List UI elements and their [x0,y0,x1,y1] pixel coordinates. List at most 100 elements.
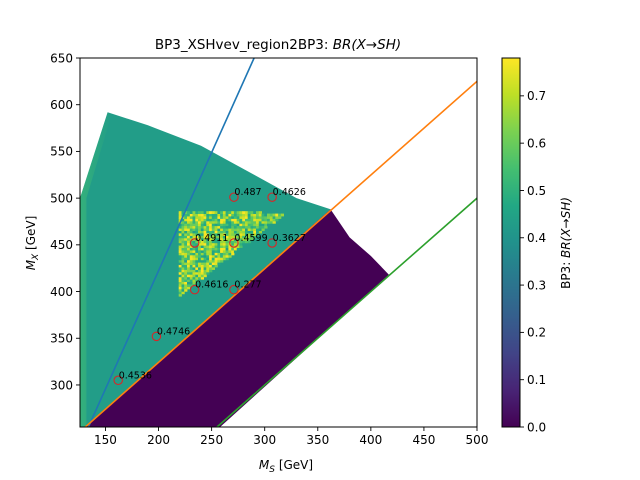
heatmap-cell [195,233,199,236]
heatmap-cell [206,254,210,258]
heatmap-cell [200,237,204,241]
heatmap-cell [217,237,221,241]
heatmap-cell [225,211,229,214]
heatmap-cell [181,286,185,290]
heatmap-cell [198,223,202,227]
heatmap-cell [225,233,229,236]
heatmap-cell [178,271,182,275]
heatmap-cell [192,225,196,229]
heatmap-cell [195,264,199,268]
heatmap-cell [178,259,182,263]
heatmap-cell [189,281,193,285]
heatmap-cell [198,274,202,278]
heatmap-cell [214,240,218,244]
point-label: 0.4911 [195,233,228,244]
heatmap-cell [178,216,182,219]
heatmap-cell [200,252,204,256]
heatmap-cell [178,254,182,258]
heatmap-cell [178,223,182,227]
heatmap-cell [198,254,202,258]
heatmap-cell [189,247,193,251]
heatmap-cell [272,213,276,217]
heatmap-cell [189,235,193,239]
heatmap-cell [253,211,257,214]
heatmap-cell [250,216,254,219]
heatmap-cell [256,223,260,227]
colorbar-label: BP3: BR(X→SH) [559,197,573,289]
heatmap-cell [253,216,257,219]
heatmap-cell [195,235,199,239]
heatmap-cell [242,225,246,229]
heatmap-cell [250,233,254,236]
heatmap-cell [233,228,238,231]
heatmap-cell [256,220,260,224]
heatmap-cell [220,228,224,231]
heatmap-cell [209,213,213,217]
heatmap-cell [206,223,210,227]
heatmap-cell [217,235,221,239]
heatmap-cell [239,242,243,246]
heatmap-cell [269,213,273,217]
heatmap-cell [228,213,232,217]
heatmap-cell [222,250,227,253]
heatmap-cell [269,216,273,219]
x-tick-label: 200 [147,433,170,447]
heatmap-cell [184,247,188,251]
heatmap-cell [206,245,210,248]
heatmap-cell [206,259,210,263]
heatmap-cell [217,218,221,222]
x-tick-label: 450 [412,433,435,447]
heatmap-cell [247,213,251,217]
heatmap-cell [184,225,188,229]
point-annotations: 0.4536 0.4746 0.4616 0.277 0.4911 0.4599 0.362… [119,187,306,381]
heatmap-cell [220,213,224,217]
heatmap-cell [192,213,196,217]
heatmap-cell [250,218,254,222]
heatmap-cell [209,211,213,214]
heatmap-cell [250,223,254,227]
heatmap-cell [181,254,185,258]
heatmap-cell [217,240,221,244]
heatmap-cell [184,264,188,268]
heatmap-cell [178,230,182,234]
x-axis-ticks: 150 200 250 300 350 400 450 500 [94,427,488,447]
heatmap-cell [256,213,260,217]
heatmap-cell [184,220,188,224]
heatmap-cell [272,220,276,224]
heatmap-cell [222,235,227,239]
heatmap-cell [200,257,204,261]
heatmap-cell [198,257,202,261]
heatmap-cell [225,247,229,251]
heatmap-cell [225,223,229,227]
heatmap-cell [242,211,246,214]
heatmap-cell [192,257,196,261]
heatmap-cell [267,218,271,222]
heatmap-cell [198,245,202,248]
heatmap-cell [242,240,246,244]
heatmap-cell [178,237,182,241]
heatmap-cell [233,235,238,239]
heatmap-cell [239,220,243,224]
heatmap-cell [198,262,202,265]
heatmap-cell [264,216,268,219]
heatmap-cell [203,235,207,239]
heatmap-cell [222,237,227,241]
heatmap-cell [220,223,224,227]
heatmap-cell [206,269,210,273]
heatmap-cell [181,279,185,282]
heatmap-cell [181,230,185,234]
heatmap-cell [192,271,196,275]
heatmap-cell [225,228,229,231]
colorbar-tick-label: 0.4 [527,231,546,245]
heatmap-cell [189,254,193,258]
heatmap-cell [189,211,193,214]
heatmap-cell [214,218,218,222]
heatmap-cell [231,233,235,236]
heatmap-cell [231,235,235,239]
heatmap-cell [253,223,257,227]
heatmap-cell [209,267,213,270]
heatmap-cell [200,274,204,278]
heatmap-cell [187,213,191,217]
heatmap-cell [181,237,185,241]
heatmap-cell [209,216,213,219]
